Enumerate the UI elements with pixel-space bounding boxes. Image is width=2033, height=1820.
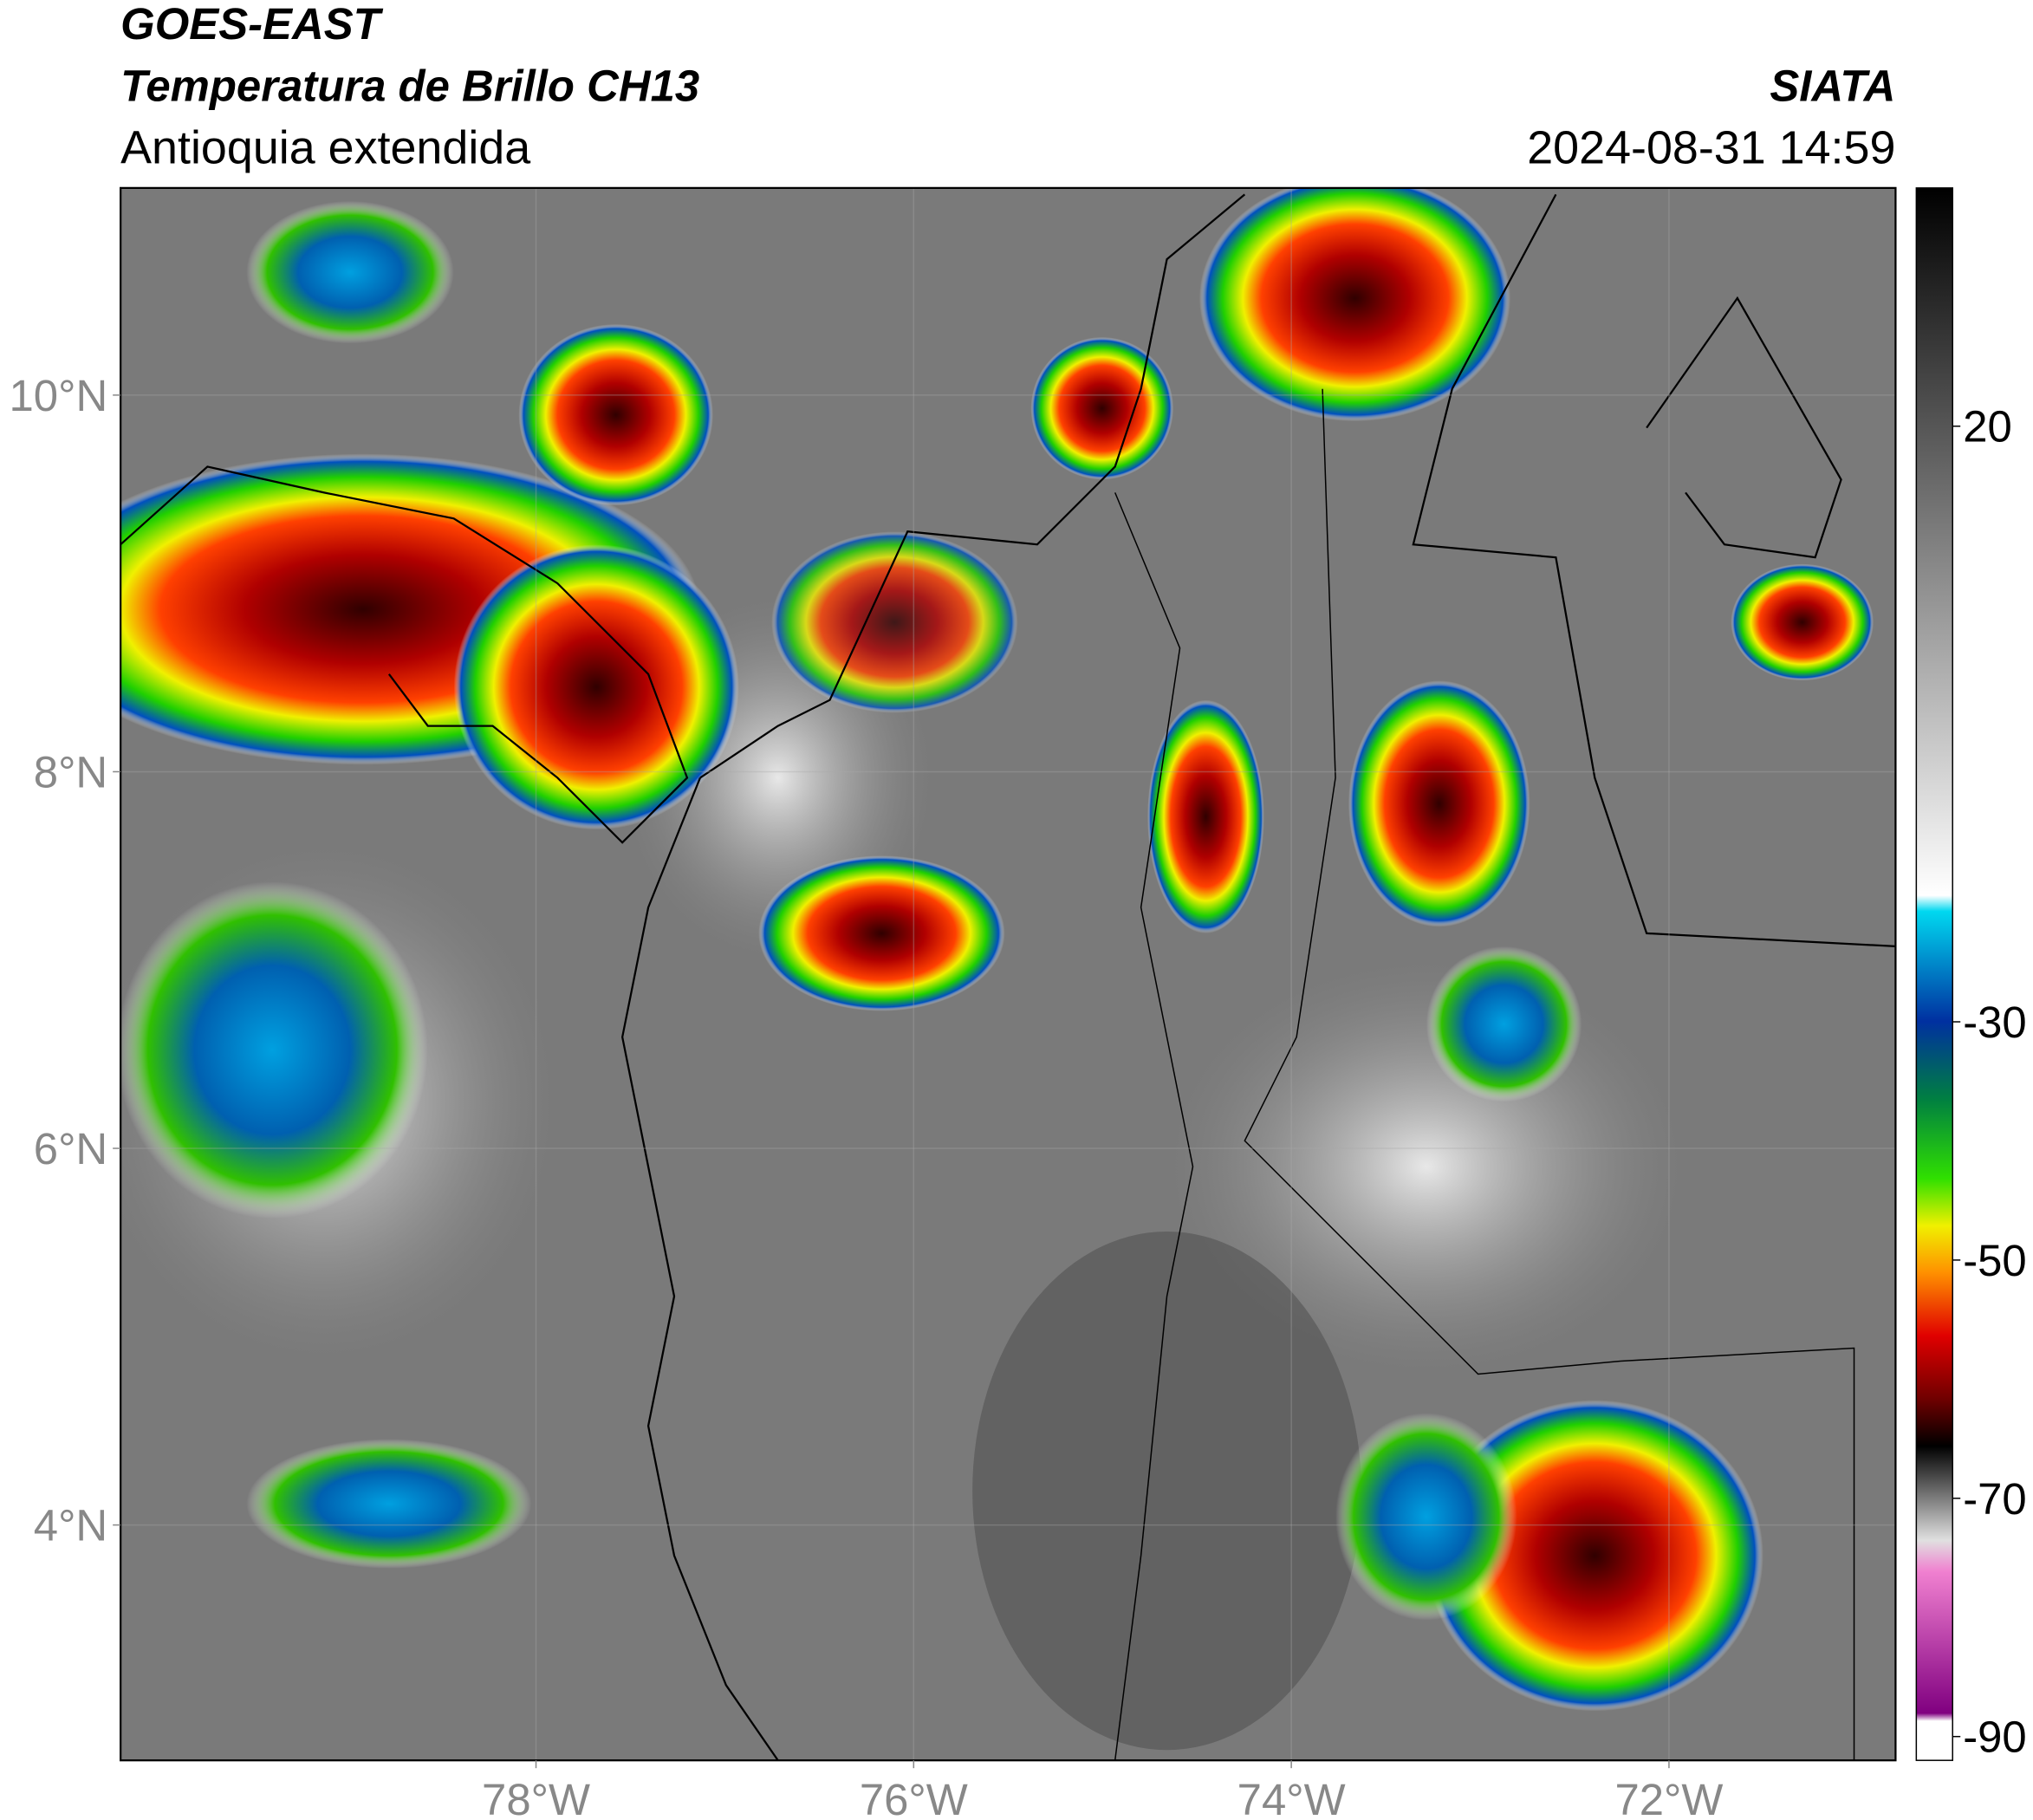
map-image <box>120 187 1896 1761</box>
x-tick-label: 78°W <box>482 1775 590 1820</box>
x-tick-label: 72°W <box>1614 1775 1723 1820</box>
colorbar-tick-label: -30 <box>1963 998 2027 1047</box>
datetime: 2024-08-31 14:59 <box>1527 121 1895 173</box>
region: Antioquia extendida <box>120 121 530 173</box>
title: GOES-EAST <box>120 0 384 49</box>
y-tick-label: 10°N <box>10 371 108 420</box>
map-frame <box>120 186 1897 1762</box>
x-tick-label: 76°W <box>860 1775 968 1820</box>
source: SIATA <box>1770 62 1895 111</box>
y-tick-label: 4°N <box>34 1501 107 1550</box>
x-tick-label: 74°W <box>1237 1775 1346 1820</box>
y-tick-label: 6°N <box>34 1124 107 1173</box>
grid <box>120 187 1896 1761</box>
colorbar-tick-label: -70 <box>1963 1474 2027 1524</box>
colorbar <box>1915 187 1953 1761</box>
colorbar-tick-label: -90 <box>1963 1713 2027 1762</box>
colorbar-tick-label: -50 <box>1963 1236 2027 1285</box>
subtitle: Temperatura de Brillo CH13 <box>120 62 699 111</box>
y-tick-label: 8°N <box>34 747 107 796</box>
colorbar-tick-label: 20 <box>1963 402 2012 452</box>
